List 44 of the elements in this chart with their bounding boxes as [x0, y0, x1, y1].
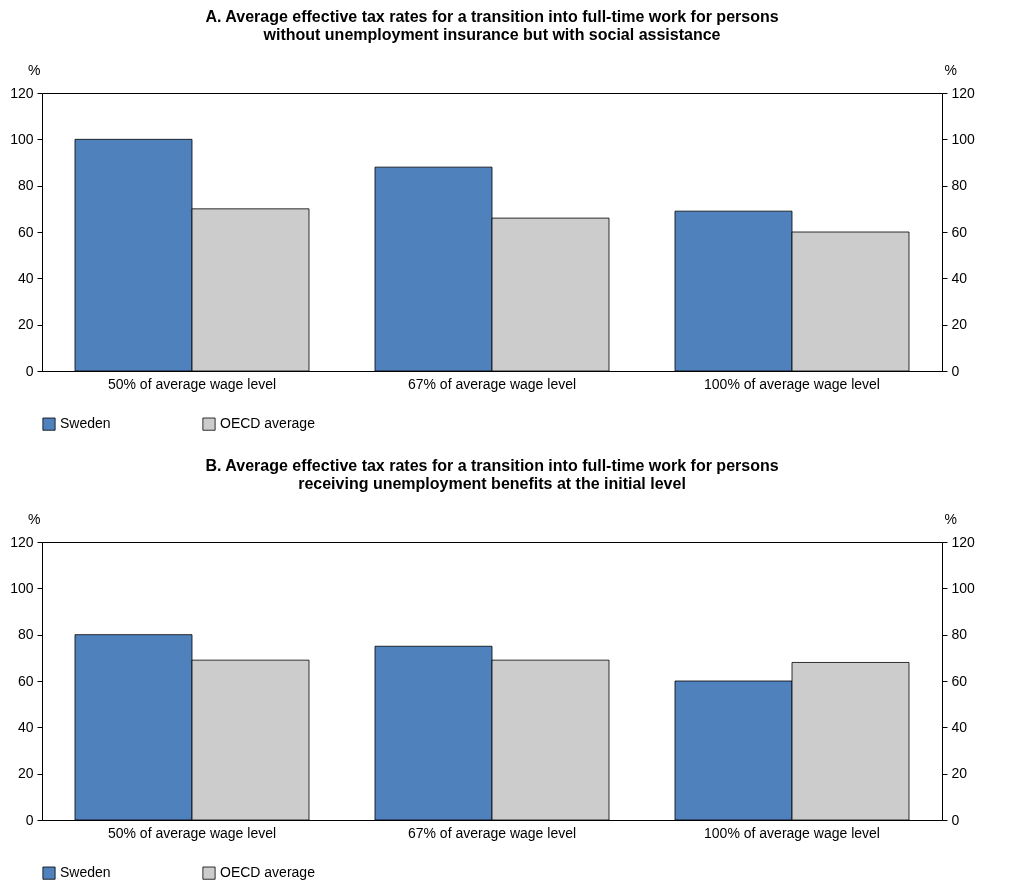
y-tick-label: 20: [17, 765, 34, 782]
x-tick-label: 100% of average wage level: [704, 375, 880, 392]
y2-tick-label: 20: [951, 316, 968, 333]
legend-label: Sweden: [60, 864, 111, 881]
x-tick-label: 67% of average wage level: [407, 375, 577, 392]
x-tick-label: 50% of average wage level: [107, 824, 277, 841]
x-tick-label: 50% of average wage level: [107, 375, 277, 392]
x-tick-label: 67% of average wage level: [407, 824, 577, 841]
y-tick-label: 0: [25, 362, 34, 379]
y2-tick-label: 40: [951, 269, 968, 286]
y2-tick-label: 120: [951, 84, 976, 101]
legend-label: OECD average: [220, 415, 316, 432]
chart-title: B. Average effective tax rates for a transition into full-time work for persons receiving unemployment benefits at the initial level: [205, 457, 779, 492]
y2-tick-label: 120: [951, 533, 976, 550]
y2-axis-title: %: [944, 61, 957, 78]
y2-axis-title: %: [944, 510, 957, 527]
y2-tick-label: 60: [951, 223, 968, 240]
y-tick-label: 20: [17, 316, 34, 333]
y2-tick-label: 80: [951, 177, 968, 194]
y-tick-label: 80: [17, 177, 34, 194]
x-tick-label: 100% of average wage level: [704, 824, 880, 841]
y2-tick-label: 80: [951, 626, 968, 643]
y-tick-label: 60: [17, 672, 34, 689]
y-tick-label: 120: [10, 533, 34, 550]
legend-label: Sweden: [60, 415, 111, 432]
y2-tick-label: 0: [951, 362, 960, 379]
y-axis-title: %: [28, 510, 41, 527]
y-axis-title: %: [28, 61, 41, 78]
y-tick-label: 0: [25, 811, 34, 828]
y2-tick-label: 40: [951, 718, 968, 735]
legend-label: OECD average: [220, 864, 316, 881]
y-tick-label: 60: [17, 223, 34, 240]
y-tick-label: 100: [10, 579, 34, 596]
y-tick-label: 120: [10, 84, 34, 101]
y2-tick-label: 100: [951, 579, 976, 596]
y-tick-label: 80: [17, 626, 34, 643]
y2-tick-label: 20: [951, 765, 968, 782]
y-tick-label: 100: [10, 130, 34, 147]
y2-tick-label: 0: [951, 811, 960, 828]
y2-tick-label: 60: [951, 672, 968, 689]
y2-tick-label: 100: [951, 130, 976, 147]
y-tick-label: 40: [17, 269, 34, 286]
y-tick-label: 40: [17, 718, 34, 735]
chart-title: A. Average effective tax rates for a transition into full-time work for persons without unemployment insurance but with social assistance: [205, 8, 779, 43]
